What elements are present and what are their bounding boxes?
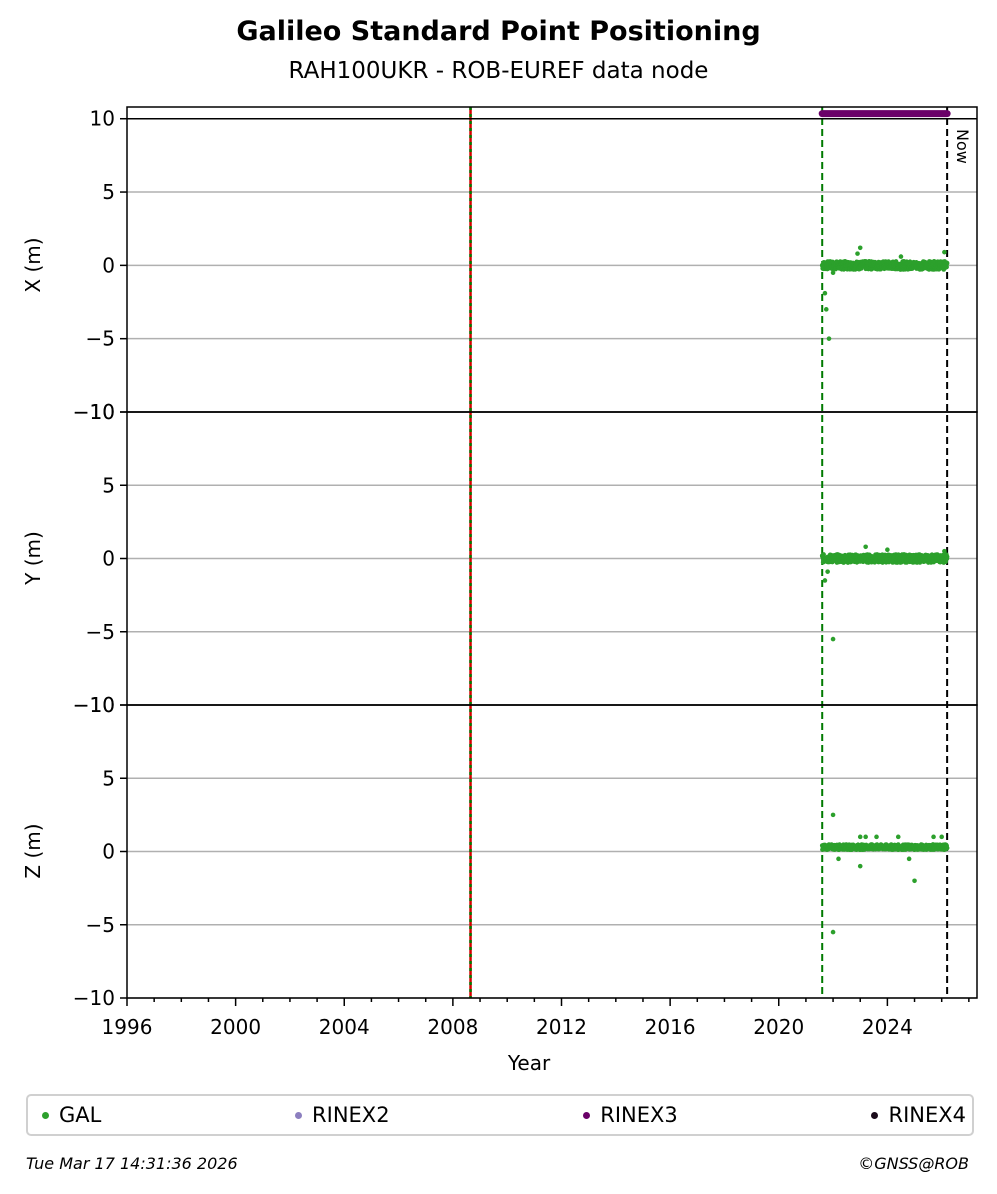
gal-outlier-point	[830, 929, 836, 935]
gal-outlier-point	[939, 834, 944, 840]
gal-outlier-point	[906, 856, 912, 862]
legend-label-gal: GAL	[59, 1103, 102, 1127]
y-tick-label: 0	[102, 253, 115, 277]
chart-title: Galileo Standard Point Positioning	[236, 16, 761, 47]
x-tick-label: 2008	[427, 1015, 478, 1039]
gal-outlier-point	[863, 834, 868, 840]
x-tick-label: 1996	[102, 1015, 153, 1039]
x-tick-label: 2024	[862, 1015, 913, 1039]
gal-outlier-point	[857, 863, 863, 869]
gal-outlier-point	[823, 307, 829, 312]
y-tick-label: 0	[102, 547, 115, 571]
legend: GAL RINEX2 RINEX3 RINEX4	[26, 1094, 974, 1136]
gal-point	[821, 552, 826, 557]
y-axis-label-z: Z (m)	[21, 823, 45, 878]
gal-point	[944, 845, 950, 851]
gal-outlier-point	[898, 254, 904, 259]
data-layer	[818, 110, 951, 935]
gal-outlier-point	[830, 636, 836, 642]
gal-outlier-point	[857, 245, 863, 251]
x-tick-label: 2016	[645, 1015, 696, 1039]
x-tick-label: 2012	[536, 1015, 587, 1039]
footer-timestamp: Tue Mar 17 14:31:36 2026	[26, 1154, 238, 1173]
gal-outlier-point	[855, 251, 860, 256]
y-tick-label: −10	[73, 693, 115, 717]
y-tick-label: −5	[86, 913, 115, 937]
chart-subtitle: RAH100UKR - ROB-EUREF data node	[288, 58, 709, 84]
y-axis-label-y: Y (m)	[21, 531, 45, 586]
gal-outlier-point	[825, 569, 830, 574]
y-tick-label: −10	[73, 693, 115, 717]
y-tick-label: 5	[102, 473, 115, 497]
legend-marker-rinex2	[295, 1111, 303, 1119]
legend-marker-rinex3	[583, 1111, 591, 1119]
legend-item-rinex4: RINEX4	[871, 1103, 966, 1127]
gal-point	[944, 554, 950, 560]
x-tick-label: 2004	[319, 1015, 370, 1039]
legend-item-rinex2: RINEX2	[295, 1103, 390, 1127]
gal-outlier-point	[830, 270, 836, 275]
y-axis-label-x: X (m)	[21, 237, 45, 292]
y-tick-label: 10	[90, 107, 115, 131]
legend-label-rinex3: RINEX3	[600, 1103, 678, 1127]
y-tick-label: −10	[73, 986, 115, 1010]
now-label: Now	[953, 129, 972, 164]
gal-point	[944, 264, 949, 270]
legend-marker-rinex4	[871, 1111, 879, 1119]
legend-marker-gal	[42, 1111, 49, 1119]
gal-outlier-point	[942, 548, 947, 554]
gal-outlier-point	[822, 578, 828, 583]
gal-point	[944, 261, 950, 266]
gal-outlier-point	[826, 336, 832, 341]
labels-layer: X (m) Y (m) Z (m) Year Now	[21, 129, 972, 1075]
gal-outlier-point	[942, 249, 947, 255]
legend-item-gal: GAL	[42, 1103, 101, 1127]
legend-label-rinex2: RINEX2	[312, 1103, 390, 1127]
y-tick-label: −10	[73, 400, 115, 424]
gal-outlier-point	[931, 834, 936, 840]
gal-outlier-point	[857, 834, 863, 840]
y-tick-label: −10	[73, 400, 115, 424]
legend-item-rinex3: RINEX3	[583, 1103, 678, 1127]
x-axis-label: Year	[507, 1051, 551, 1075]
y-tick-label: 0	[102, 840, 115, 864]
gal-outlier-point	[895, 834, 901, 840]
gal-outlier-point	[912, 878, 917, 884]
gal-outlier-point	[830, 812, 836, 818]
gal-outlier-point	[885, 547, 890, 553]
x-tick-label: 2000	[210, 1015, 261, 1039]
y-tick-label: 5	[102, 766, 115, 790]
gal-outlier-point	[874, 834, 879, 840]
panel-frame	[126, 106, 978, 413]
x-tick-label: 2020	[753, 1015, 804, 1039]
y-tick-label: −5	[86, 327, 115, 351]
footer-credit: ©GNSS@ROB	[858, 1154, 969, 1173]
y-tick-label: 5	[102, 180, 115, 204]
legend-label-rinex4: RINEX4	[888, 1103, 966, 1127]
y-tick-label: −5	[86, 620, 115, 644]
gal-outlier-point	[863, 544, 868, 550]
gal-outlier-point	[836, 856, 841, 862]
gal-outlier-point	[822, 290, 828, 296]
